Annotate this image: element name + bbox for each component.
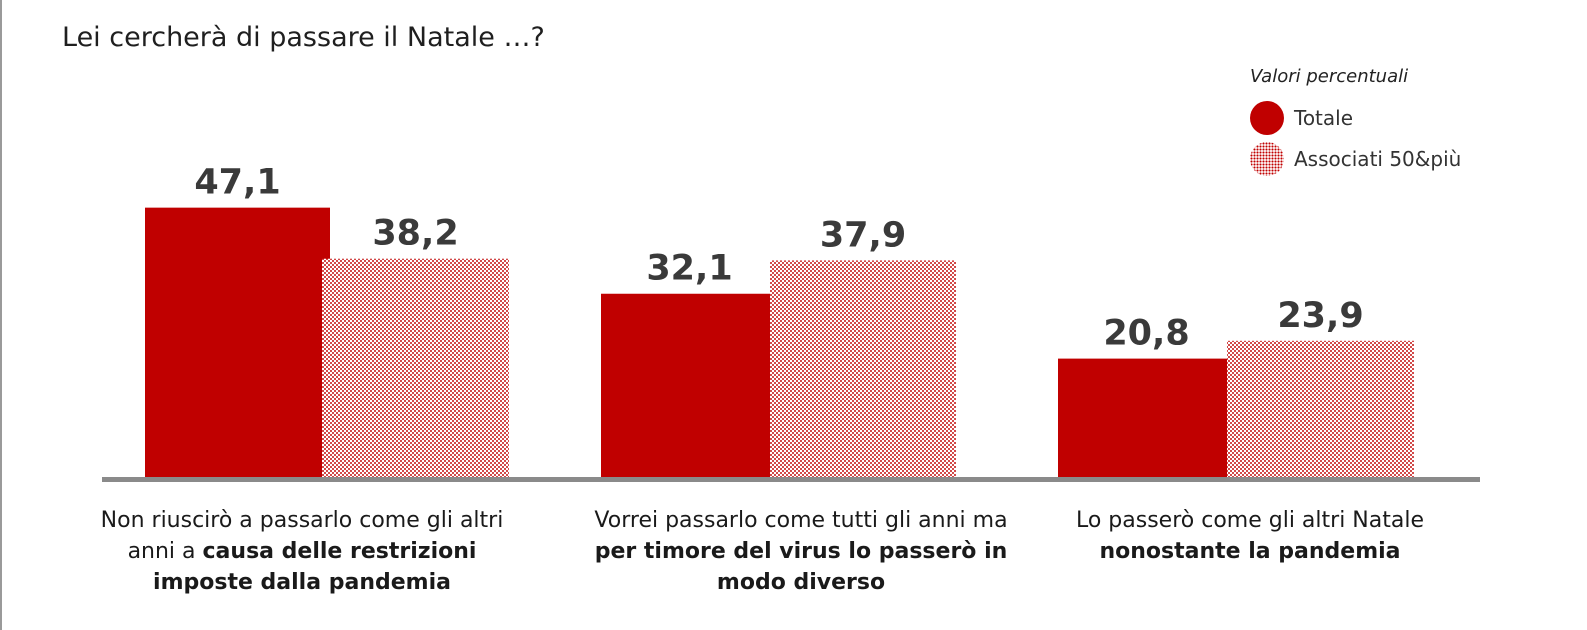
category-label-text: Lo passerò come gli altri Natale — [1075, 508, 1424, 533]
category-label: Lo passerò come gli altri Natale nonosta… — [1030, 505, 1470, 567]
bar-totale-3 — [1058, 358, 1235, 478]
value-label-totale-2: 32,1 — [646, 249, 732, 289]
category-label: Non riuscirò a passarlo come gli altri a… — [82, 505, 522, 598]
value-label-associati-2: 37,9 — [820, 215, 906, 255]
bar-totale-2 — [601, 293, 778, 478]
category-label-bold: nonostante la pandemia — [1099, 539, 1401, 564]
legend-caption: Valori percentuali — [1250, 66, 1409, 87]
value-label-totale-1: 47,1 — [194, 163, 280, 203]
legend-item-associati: Associati 50&più — [1250, 142, 1461, 176]
legend-item-totale: Totale — [1250, 101, 1353, 135]
value-label-associati-3: 23,9 — [1277, 296, 1363, 336]
legend-label: Associati 50&più — [1294, 147, 1462, 171]
category-label-bold: per timore del virus lo passerò in modo … — [594, 539, 1008, 595]
category-label: Vorrei passarlo come tutti gli anni ma p… — [581, 505, 1021, 598]
bar-totale-1 — [145, 207, 330, 478]
x-axis-baseline — [102, 477, 1480, 482]
legend-swatch-solid — [1250, 101, 1284, 135]
legend-label: Totale — [1294, 106, 1354, 130]
category-label-text: Vorrei passarlo come tutti gli anni ma — [594, 508, 1008, 533]
bar-associati-3 — [1227, 340, 1414, 478]
value-label-totale-3: 20,8 — [1103, 314, 1189, 354]
category-label-bold: causa delle restrizioni imposte dalla pa… — [153, 539, 477, 595]
chart-title: Lei cercherà di passare il Natale …? — [62, 22, 545, 53]
left-border-rule — [0, 0, 2, 630]
legend-swatch-dotted — [1250, 142, 1284, 176]
value-label-associati-1: 38,2 — [372, 214, 458, 254]
category-label-text: Non riuscirò a passarlo come gli altri a… — [100, 508, 504, 564]
bar-associati-1 — [322, 258, 509, 478]
bar-associati-2 — [770, 260, 956, 478]
